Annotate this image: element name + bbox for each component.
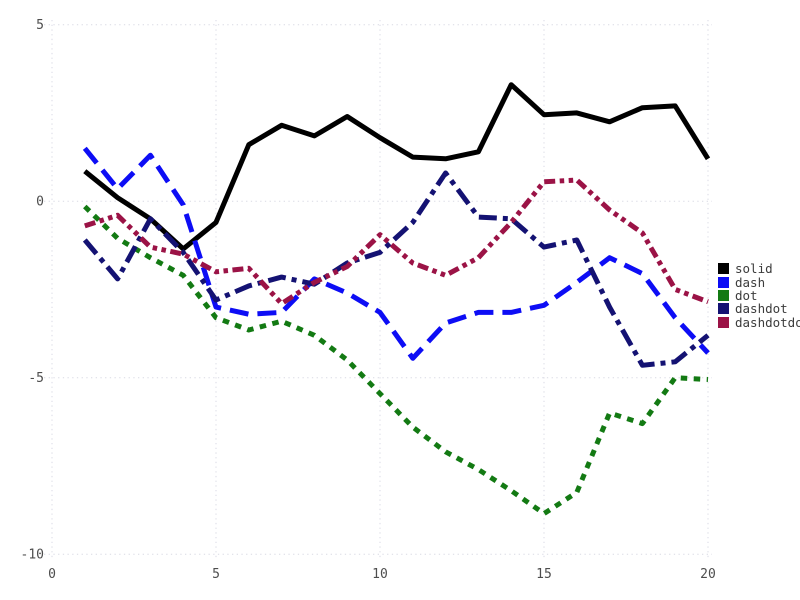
series-line-dash xyxy=(82,146,710,361)
legend: solid dash dot dashdot dashdotdot xyxy=(718,262,800,329)
y-tick-label: -5 xyxy=(28,371,44,386)
legend-swatch-solid xyxy=(718,263,729,275)
legend-swatch-dashdot xyxy=(718,303,729,315)
legend-label-dashdotdot: dashdotdot xyxy=(735,314,800,330)
legend-label-dot: dot xyxy=(735,287,758,303)
x-tick-label: 20 xyxy=(700,567,716,582)
legend-item-solid: solid xyxy=(718,262,800,275)
x-tick-label: 10 xyxy=(372,567,388,582)
series-line-dashdotdot xyxy=(84,177,709,307)
legend-item-dot: dot xyxy=(718,289,800,302)
legend-swatch-dot xyxy=(718,289,729,301)
x-tick-label: 15 xyxy=(536,567,552,582)
x-tick-label: 5 xyxy=(212,567,220,582)
legend-swatch-dashdotdot xyxy=(718,316,729,328)
legend-item-dashdot: dashdot xyxy=(718,302,800,315)
legend-label-solid: solid xyxy=(735,261,773,277)
y-tick-label: -10 xyxy=(21,548,44,563)
legend-item-dash: dash xyxy=(718,274,800,290)
legend-swatch-dash xyxy=(718,276,729,288)
legend-label-dashdot: dashdot xyxy=(735,301,788,317)
series-line-dot xyxy=(83,204,709,517)
series-line-dashdot xyxy=(82,170,710,368)
legend-item-dashdotdot: dashdotdot xyxy=(718,316,800,329)
x-tick-label: 0 xyxy=(48,567,56,582)
y-tick-label: 0 xyxy=(36,195,44,210)
y-tick-label: 5 xyxy=(36,18,44,33)
series-line-solid xyxy=(83,82,711,252)
legend-label-dash: dash xyxy=(735,274,766,290)
